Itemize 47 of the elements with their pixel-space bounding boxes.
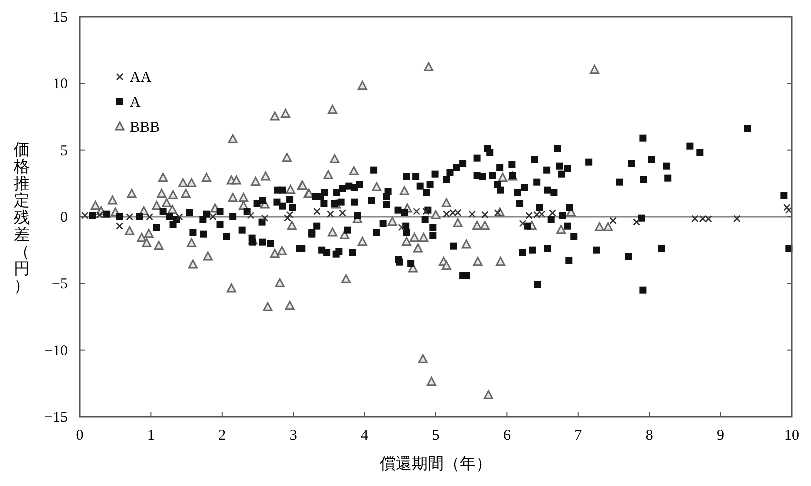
point <box>126 213 134 221</box>
x-tick-label: 10 <box>784 428 800 444</box>
y-tick-label: 15 <box>53 10 68 26</box>
point <box>146 213 154 221</box>
point <box>247 212 255 220</box>
x-tick-label: 8 <box>646 428 654 444</box>
point <box>549 209 556 217</box>
x-tick-label: 5 <box>432 428 440 444</box>
point <box>96 211 104 219</box>
y-tick-label: −10 <box>44 343 68 360</box>
point <box>398 224 406 232</box>
point <box>261 214 269 222</box>
point <box>209 213 217 221</box>
y-tick-label: 5 <box>60 143 68 160</box>
point <box>313 208 321 216</box>
x-axis-title: 償還期間（年） <box>380 455 492 473</box>
point <box>468 210 476 218</box>
legend-label: AA <box>130 70 152 86</box>
point <box>633 218 640 226</box>
point <box>176 213 184 221</box>
legend-label: BBB <box>130 120 160 136</box>
x-tick-label: 0 <box>76 428 84 444</box>
x-tick-label: 1 <box>147 428 155 444</box>
y-tick-label: −15 <box>44 410 68 426</box>
point <box>81 212 89 220</box>
x-tick-label: 9 <box>717 428 725 444</box>
point <box>286 211 294 219</box>
point <box>339 209 346 217</box>
x-tick-label: 4 <box>361 428 370 444</box>
y-tick-label: 10 <box>53 76 68 93</box>
x-tick-label: 6 <box>503 428 512 444</box>
x-tick-label: 2 <box>218 428 226 444</box>
text: 価格推定残差（円） <box>14 142 30 295</box>
point <box>519 220 527 228</box>
point <box>734 215 741 223</box>
point <box>783 204 791 212</box>
point <box>284 214 292 222</box>
y-tick-label: −5 <box>52 276 68 293</box>
x-tick-label: 3 <box>290 428 298 444</box>
legend-label: A <box>130 95 141 111</box>
point <box>116 222 124 230</box>
x-tick-label: 7 <box>574 428 583 444</box>
point <box>481 211 489 219</box>
y-tick-label: 0 <box>60 210 68 226</box>
point <box>326 210 334 218</box>
point <box>610 217 617 225</box>
point <box>494 209 502 217</box>
